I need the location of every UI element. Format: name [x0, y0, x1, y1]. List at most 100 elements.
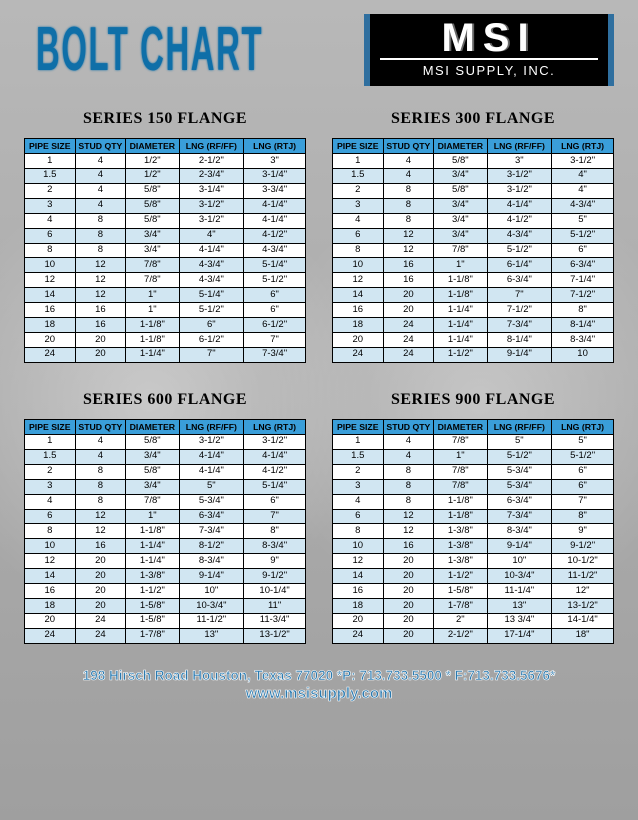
table-cell: 3-1/2": [179, 213, 244, 228]
table-row: 24201-1/4"7"7-3/4": [25, 347, 306, 362]
header: BOLT CHART MSI MSI SUPPLY, INC.: [0, 0, 638, 92]
table-cell: 6: [333, 509, 384, 524]
table-cell: 11-1/2": [552, 569, 614, 584]
table-cell: 8: [383, 464, 434, 479]
table-cell: 1: [333, 434, 384, 449]
table-cell: 18: [25, 599, 76, 614]
table-cell: 1": [434, 449, 487, 464]
table-row: 16161"5-1/2"6": [25, 303, 306, 318]
table-cell: 16: [383, 539, 434, 554]
table-cell: 12: [333, 554, 384, 569]
table-cell: 24: [333, 347, 384, 362]
table-cell: 16: [75, 539, 126, 554]
table-cell: 24: [333, 628, 384, 643]
table-cell: 1": [126, 303, 179, 318]
column-header: STUD QTY: [75, 139, 126, 154]
table-cell: 8-3/4": [552, 333, 614, 348]
table-cell: 12: [25, 273, 76, 288]
table-cell: 3/4": [434, 213, 487, 228]
table-cell: 2-3/4": [179, 168, 244, 183]
table-cell: 12: [75, 258, 126, 273]
table-cell: 1: [25, 434, 76, 449]
table-cell: 8": [244, 524, 306, 539]
column-header: DIAMETER: [434, 419, 487, 434]
table-cell: 5": [179, 479, 244, 494]
table-cell: 1-3/8": [434, 539, 487, 554]
table-row: 24241-7/8"13"13-1/2": [25, 628, 306, 643]
column-header: PIPE SIZE: [25, 139, 76, 154]
table-cell: 10: [25, 539, 76, 554]
table-cell: 10-1/4": [244, 584, 306, 599]
table-cell: 7-3/4": [244, 347, 306, 362]
table-cell: 1-1/4": [434, 303, 487, 318]
table-cell: 20: [383, 584, 434, 599]
table-cell: 12: [75, 509, 126, 524]
table-cell: 20: [383, 554, 434, 569]
table-cell: 5-1/4": [244, 258, 306, 273]
table-row: 20241-1/4"8-1/4"8-3/4": [333, 333, 614, 348]
table-row: 1.541/2"2-3/4"3-1/4": [25, 168, 306, 183]
table-row: 16201-1/4"7-1/2"8": [333, 303, 614, 318]
table-cell: 8-1/4": [487, 333, 552, 348]
column-header: LNG (RF/FF): [179, 139, 244, 154]
table-cell: 17-1/4": [487, 628, 552, 643]
bolt-table: PIPE SIZESTUD QTYDIAMETERLNG (RF/FF)LNG …: [332, 419, 614, 644]
table-cell: 18: [25, 318, 76, 333]
table-cell: 9-1/2": [552, 539, 614, 554]
table-cell: 6-1/2": [179, 333, 244, 348]
table-cell: 3-1/2": [487, 183, 552, 198]
table-cell: 1.5: [25, 168, 76, 183]
table-cell: 3-1/2": [179, 434, 244, 449]
table-cell: 20: [25, 333, 76, 348]
table-cell: 5-3/4": [487, 479, 552, 494]
table-cell: 11-1/4": [487, 584, 552, 599]
table-cell: 1-3/8": [434, 554, 487, 569]
logo: MSI MSI SUPPLY, INC.: [364, 14, 614, 86]
table-cell: 7/8": [126, 494, 179, 509]
table-cell: 5-3/4": [487, 464, 552, 479]
table-cell: 16: [25, 303, 76, 318]
table-cell: 1-1/8": [126, 524, 179, 539]
table-row: 487/8"5-3/4"6": [25, 494, 306, 509]
table-cell: 7/8": [434, 243, 487, 258]
table-cell: 1.5: [25, 449, 76, 464]
table-cell: 8: [383, 183, 434, 198]
table-cell: 1": [126, 288, 179, 303]
table-cell: 1": [434, 258, 487, 273]
table-row: 18201-7/8"13"13-1/2": [333, 599, 614, 614]
table-cell: 8: [383, 198, 434, 213]
table-cell: 2: [25, 183, 76, 198]
table-cell: 8: [25, 524, 76, 539]
table-cell: 8: [383, 479, 434, 494]
table-cell: 10: [552, 347, 614, 362]
table-cell: 12: [25, 554, 76, 569]
table-cell: 6": [552, 479, 614, 494]
table-cell: 4-3/4": [179, 258, 244, 273]
table-cell: 5/8": [126, 183, 179, 198]
table-cell: 4: [333, 213, 384, 228]
table-cell: 18": [552, 628, 614, 643]
table-cell: 5": [487, 434, 552, 449]
table-cell: 3-3/4": [244, 183, 306, 198]
table-row: 1.543/4"3-1/2"4": [333, 168, 614, 183]
table-row: 8121-3/8"8-3/4"9": [333, 524, 614, 539]
table-cell: 1-1/2": [434, 347, 487, 362]
table-cell: 1-5/8": [126, 613, 179, 628]
table-cell: 12: [75, 524, 126, 539]
table-cell: 1-3/8": [126, 569, 179, 584]
table-row: 481-1/8"6-3/4"7": [333, 494, 614, 509]
table-cell: 6-1/2": [244, 318, 306, 333]
logo-sub: MSI SUPPLY, INC.: [380, 58, 598, 78]
table-row: 18161-1/8"6"6-1/2": [25, 318, 306, 333]
table-cell: 12: [383, 228, 434, 243]
column-header: PIPE SIZE: [25, 419, 76, 434]
table-cell: 3-1/4": [179, 183, 244, 198]
table-cell: 9-1/4": [487, 347, 552, 362]
footer-address: 198 Hirsch Road Houston, Texas 77020 *P:…: [0, 668, 638, 683]
table-cell: 1-1/2": [126, 584, 179, 599]
table-cell: 5-1/2": [487, 243, 552, 258]
table-cell: 6": [552, 243, 614, 258]
table-cell: 5/8": [126, 213, 179, 228]
table-row: 141/2"2-1/2"3": [25, 154, 306, 169]
table-cell: 1-1/8": [434, 509, 487, 524]
